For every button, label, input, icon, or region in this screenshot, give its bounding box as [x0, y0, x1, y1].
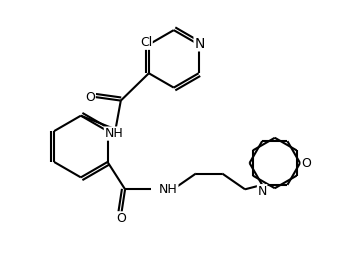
Text: NH: NH — [159, 183, 178, 196]
Text: NH: NH — [105, 127, 123, 140]
Text: O: O — [301, 157, 311, 170]
Text: O: O — [116, 212, 126, 225]
Text: N: N — [194, 37, 204, 51]
Text: N: N — [257, 185, 267, 198]
Text: O: O — [85, 91, 95, 104]
Text: Cl: Cl — [140, 36, 152, 49]
